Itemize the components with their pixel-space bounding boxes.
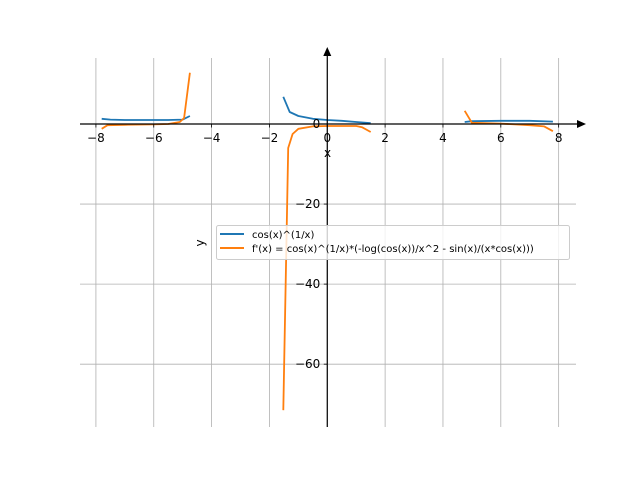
x-tick-label: −4: [203, 131, 221, 145]
x-tick-label: 6: [497, 131, 505, 145]
legend-label-cos: cos(x)^(1/x): [252, 230, 314, 241]
x-axis-arrow-icon: [577, 120, 586, 129]
series-line-cos: [282, 96, 371, 125]
legend: cos(x)^(1/x) f'(x) = cos(x)^(1/x)*(-log(…: [216, 225, 570, 260]
legend-box: [216, 225, 570, 260]
y-axis-arrow-icon: [323, 47, 332, 56]
legend-label-derivative: f'(x) = cos(x)^(1/x)*(-log(cos(x))/x^2 -…: [252, 244, 534, 255]
series-line-derivative: [282, 125, 372, 411]
y-axis-label: y: [193, 239, 207, 246]
x-axis-label: x: [324, 146, 331, 160]
y-tick-label: −20: [295, 197, 320, 211]
x-tick-label: 0: [323, 131, 331, 145]
y-tick-label: −60: [295, 357, 320, 371]
x-tick-label: 4: [439, 131, 447, 145]
series-line-cos: [101, 115, 191, 121]
x-tick-label: 2: [381, 131, 389, 145]
x-tick-label: −8: [87, 131, 105, 145]
tick-labels: −8 −6 −4 −2 0 2 4 6 80−20−40−60: [87, 117, 562, 371]
y-tick-label: −40: [295, 277, 320, 291]
y-tick-label: 0: [313, 117, 321, 131]
x-tick-label: 8: [555, 131, 563, 145]
x-tick-label: −2: [261, 131, 279, 145]
series-line-cos: [464, 119, 553, 123]
x-tick-label: −6: [145, 131, 163, 145]
